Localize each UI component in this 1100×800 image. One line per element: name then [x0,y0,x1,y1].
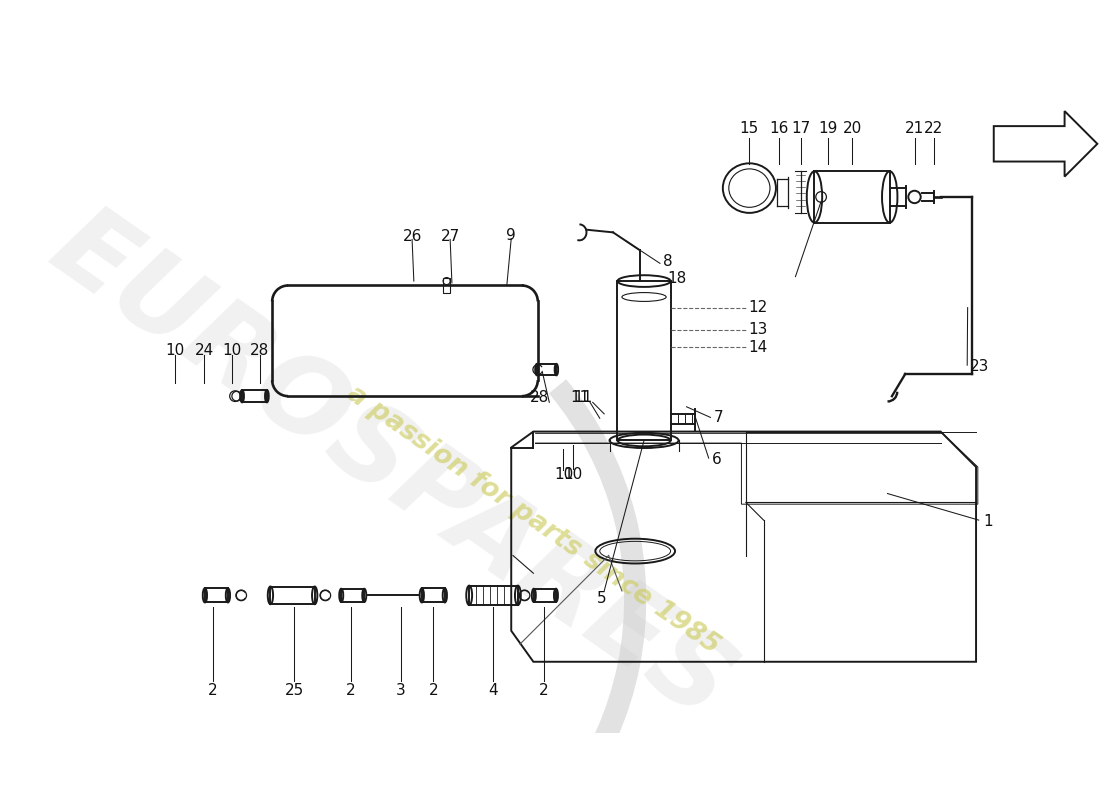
Text: 28: 28 [530,390,549,406]
Bar [534,589,556,602]
Bar [242,390,267,402]
Text: 2: 2 [539,682,549,698]
Text: 19: 19 [818,122,838,136]
Text: 13: 13 [748,322,768,338]
Text: 15: 15 [740,122,759,136]
Text: 20: 20 [843,122,861,136]
Bar [421,588,444,602]
Text: 11: 11 [571,390,590,406]
Text: 10: 10 [553,466,573,482]
Text: 10: 10 [222,342,242,358]
Bar [814,171,890,222]
Text: 5: 5 [596,590,606,606]
Text: EUROSPARES: EUROSPARES [32,193,751,741]
Text: 3: 3 [396,682,406,698]
Text: 11: 11 [573,390,593,406]
Text: 6: 6 [712,453,722,467]
Text: 12: 12 [748,300,768,315]
Text: 10: 10 [563,466,583,482]
Text: 26: 26 [403,230,421,244]
Text: 18: 18 [668,271,686,286]
Text: 14: 14 [748,340,768,355]
Text: 4: 4 [487,682,497,698]
Text: 10: 10 [165,342,185,358]
Text: 28: 28 [250,342,270,358]
Bar [470,586,518,605]
Text: 2: 2 [429,682,438,698]
Bar [443,278,450,293]
Text: 23: 23 [970,359,989,374]
Text: 2: 2 [208,682,218,698]
Text: 22: 22 [924,122,944,136]
Text: 7: 7 [714,410,724,425]
Text: 1: 1 [983,514,993,530]
Text: a passion for parts since 1985: a passion for parts since 1985 [342,381,725,659]
Text: 2: 2 [346,682,355,698]
Text: 21: 21 [905,122,924,136]
Text: 9: 9 [506,229,516,243]
Text: 17: 17 [791,122,811,136]
Text: 27: 27 [440,230,460,244]
Text: 25: 25 [285,682,304,698]
Bar [271,586,315,604]
Text: 8: 8 [662,254,672,269]
Text: 24: 24 [195,342,213,358]
Bar [617,281,671,441]
Bar [537,364,557,375]
Bar [205,588,228,602]
Bar [341,589,364,602]
Text: 16: 16 [770,122,789,136]
